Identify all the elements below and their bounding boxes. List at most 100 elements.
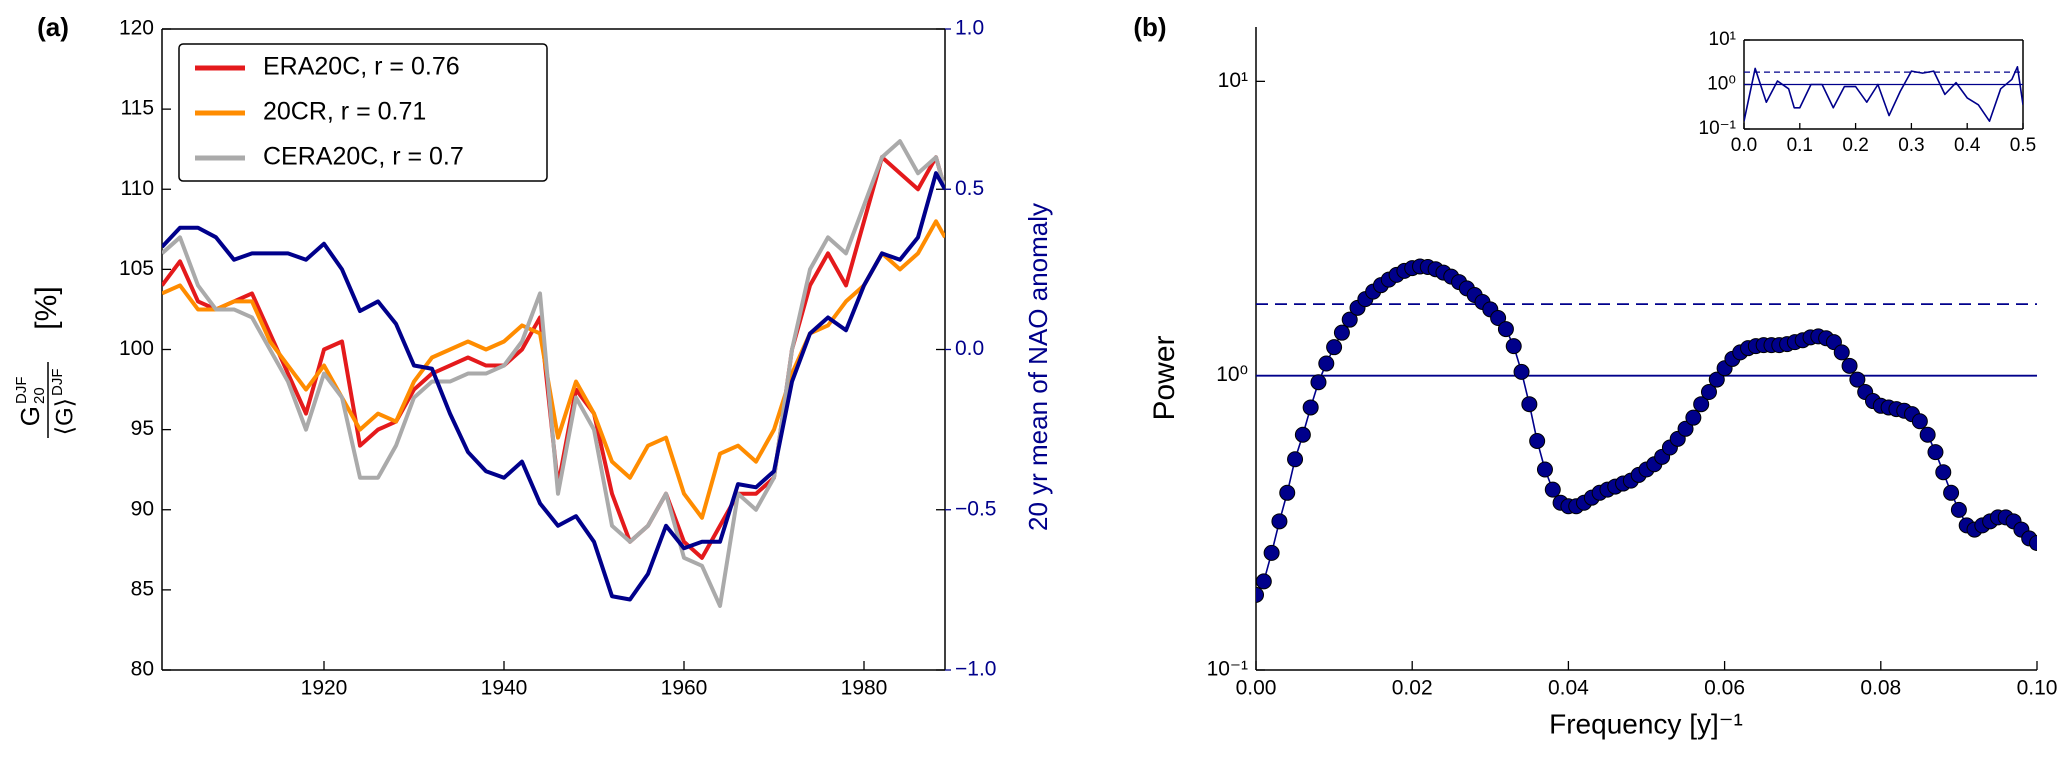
y-tick-label: 80: [131, 658, 154, 681]
data-point: [1302, 399, 1319, 416]
y-tick-label: 95: [131, 417, 154, 440]
data-point: [1677, 420, 1694, 437]
y-tick-label: 85: [131, 577, 154, 600]
x-tick-label: 0.00: [1236, 676, 1277, 699]
plot-area: [1744, 65, 2023, 122]
data-point: [1927, 444, 1944, 461]
data-point: [1693, 396, 1710, 413]
series-line: [162, 219, 945, 520]
y-tick-label: 10⁰: [1707, 74, 1736, 95]
x-tick-label: 1960: [661, 676, 708, 699]
y2-axis-label: 20 yr mean of NAO anomaly: [1023, 203, 1053, 531]
data-point: [1310, 374, 1327, 391]
x-tick-label: 0.02: [1392, 676, 1433, 699]
x-tick-label: 0.5: [2010, 135, 2036, 156]
label-part: [%]: [30, 286, 63, 329]
data-point: [1256, 586, 1264, 603]
data-point: [1294, 426, 1311, 443]
y-tick-label: 10⁻¹: [1699, 118, 1737, 139]
x-tick-label: 0.2: [1842, 135, 1868, 156]
data-point: [1341, 311, 1358, 328]
data-point: [1833, 344, 1850, 361]
panel-label: (a): [37, 12, 69, 42]
y-tick-label: 90: [131, 497, 154, 520]
plot-area: [162, 139, 945, 608]
data-point: [2029, 535, 2037, 552]
panel: 1920 1940 1960 1980 80 85 90 95 100 105 110 115 120 −…: [119, 17, 997, 700]
plot-area: [1256, 258, 2037, 603]
y-tick-label: 115: [121, 97, 154, 120]
label-part: DJF: [49, 369, 66, 397]
series-line: [162, 171, 945, 602]
panel: 0.00 0.02 0.04 0.06 0.08 0.10 10⁻¹ 10⁰ 10¹: [1207, 27, 2058, 699]
series-line: [1256, 265, 2037, 596]
y-tick-label: 110: [121, 177, 154, 200]
x-tick-label: 0.06: [1704, 676, 1745, 699]
data-point: [1505, 338, 1522, 355]
x-tick-label: 1980: [841, 676, 888, 699]
data-point: [1536, 461, 1553, 478]
data-point: [1333, 324, 1350, 341]
x-tick-label: 1940: [481, 676, 528, 699]
legend-label: ERA20C, r = 0.76: [263, 53, 460, 81]
data-point: [1521, 396, 1538, 413]
data-point: [1911, 413, 1928, 430]
x-tick-label: 0.1: [1787, 135, 1813, 156]
legend-label: 20CR, r = 0.71: [263, 98, 426, 126]
y-tick-label: 10¹: [1218, 69, 1248, 92]
data-point: [1490, 310, 1507, 327]
y-axis-label: G DJF 20 ⟨G⟩ DJF [%]: [13, 286, 78, 438]
data-point: [1849, 371, 1866, 388]
x-tick-label: 0.10: [2017, 676, 2058, 699]
x-tick-label: 1920: [301, 676, 348, 699]
data-point: [1700, 384, 1717, 401]
x-tick-label: 0.08: [1860, 676, 1901, 699]
data-point: [1326, 339, 1343, 356]
y-tick-label: 10⁰: [1216, 363, 1248, 386]
y-tick-label: 10¹: [1709, 29, 1736, 50]
panel: 0.0 0.1 0.2 0.3 0.4 0.5 10⁻¹ 10⁰ 10¹: [1699, 29, 2037, 156]
series-line: [162, 155, 945, 560]
data-point: [1279, 484, 1296, 501]
y2-tick-label: 1.0: [955, 17, 984, 40]
x-tick-label: 0.3: [1898, 135, 1924, 156]
data-point: [1935, 464, 1952, 481]
label-part: G: [15, 406, 45, 426]
y-tick-label: 120: [119, 17, 154, 40]
label-part: ⟨G⟩: [51, 398, 78, 435]
data-point: [1943, 484, 1960, 501]
series-line: [1744, 65, 2023, 122]
data-point: [1841, 357, 1858, 374]
legend-label: CERA20C, r = 0.7: [263, 143, 464, 171]
data-point: [1263, 544, 1280, 561]
data-point: [1271, 513, 1288, 530]
data-point: [1287, 451, 1304, 468]
y2-tick-label: −1.0: [955, 658, 996, 681]
x-tick-label: 0.0: [1731, 135, 1757, 156]
data-point: [1497, 321, 1514, 338]
data-point: [1708, 371, 1725, 388]
data-point: [1544, 481, 1561, 498]
x-axis-label: Frequency [y]⁻¹: [1549, 708, 1743, 739]
y-tick-label: 105: [119, 257, 154, 280]
data-point: [1256, 573, 1272, 590]
y2-tick-label: 0.5: [955, 177, 984, 200]
legend-box: [178, 43, 548, 182]
data-point: [1950, 501, 1967, 518]
y-axis-label: Power: [1148, 335, 1181, 420]
data-point: [1513, 363, 1530, 380]
x-tick-label: 0.4: [1954, 135, 1981, 156]
x-tick-label: 0.04: [1548, 676, 1589, 699]
data-point: [1919, 426, 1936, 443]
data-point: [1685, 409, 1702, 426]
label-part: 20: [31, 387, 48, 404]
y2-tick-label: 0.0: [955, 337, 984, 360]
panel-label: (b): [1133, 12, 1166, 42]
label-part: DJF: [13, 377, 30, 405]
y-tick-label: 100: [119, 337, 154, 360]
series-line: [162, 139, 945, 608]
y-tick-label: 10⁻¹: [1207, 658, 1248, 681]
data-point: [1529, 432, 1546, 449]
